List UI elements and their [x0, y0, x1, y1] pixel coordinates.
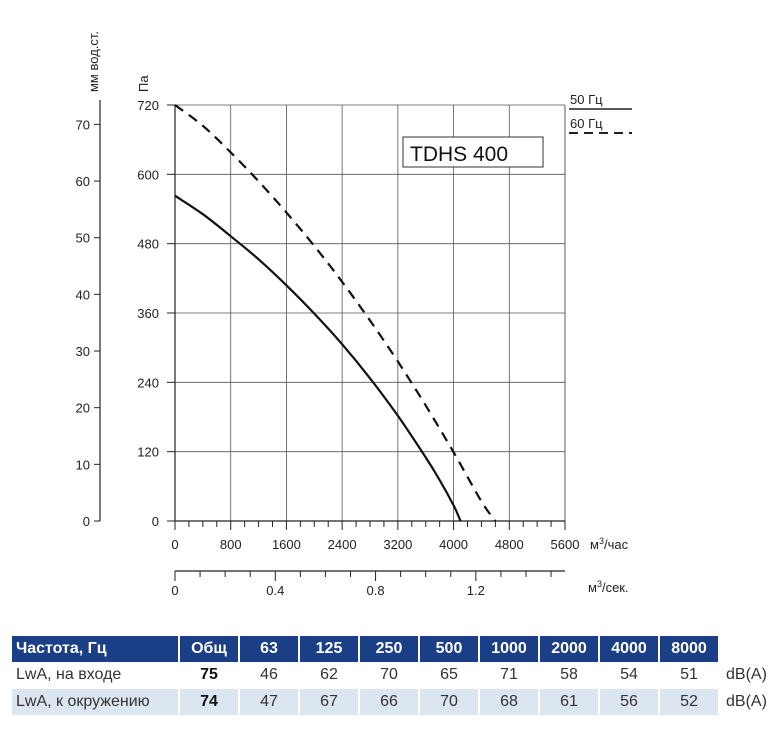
series-50hz-curve — [174, 194, 462, 522]
chart-series — [174, 104, 497, 522]
x2-unit-label: м3/сек. — [588, 579, 629, 595]
x-tick-label: 0 — [171, 537, 178, 552]
table-header-freq: 250 — [360, 636, 420, 662]
y-left-tick-label: 30 — [76, 344, 90, 359]
y-right-tick-label: 720 — [137, 98, 159, 113]
x-tick-label: 5600 — [551, 537, 580, 552]
x2-tick-label: 0 — [171, 583, 178, 598]
model-box — [402, 136, 544, 168]
row-unit: dB(A) — [720, 689, 773, 715]
table-cell: 71 — [480, 662, 540, 689]
y-left-tick-label: 20 — [76, 401, 90, 416]
table-cell: 70 — [420, 689, 480, 715]
table-header-freq: 4000 — [600, 636, 660, 662]
y-left-tick-label: 60 — [76, 174, 90, 189]
table-cell: 58 — [540, 662, 600, 689]
table-header-freq: 1000 — [480, 636, 540, 662]
x-tick-label: 800 — [220, 537, 242, 552]
table-cell: 70 — [360, 662, 420, 689]
table-header-row: Частота, Гц Общ 63 125 250 500 1000 2000… — [12, 636, 773, 662]
table-cell: 52 — [660, 689, 720, 715]
table-header-freq: 63 — [240, 636, 300, 662]
y-left-tick-label: 10 — [76, 457, 90, 472]
x2-tick-label: 1.2 — [467, 583, 485, 598]
table-cell: 51 — [660, 662, 720, 689]
fan-performance-chart: 0 120 240 360 480 600 720 0 10 20 30 40 50 60 70 0 800 16… — [76, 31, 632, 598]
y-left-tick-label: 70 — [76, 117, 90, 132]
x-tick-label: 3200 — [383, 537, 412, 552]
series-60hz-curve — [174, 104, 497, 522]
y-left-tick-label: 40 — [76, 287, 90, 302]
table-header-freq: 125 — [300, 636, 360, 662]
y-right-tick-label: 240 — [137, 375, 159, 390]
x2-tick-label: 0.4 — [266, 583, 284, 598]
table-header-label: Частота, Гц — [12, 636, 180, 662]
legend-60hz-label: 60 Гц — [570, 116, 603, 131]
table-header-unit-spacer — [720, 636, 773, 662]
y-left-tick-label: 50 — [76, 231, 90, 246]
table-cell: 47 — [240, 689, 300, 715]
row-label-inlet: LwA, на входе — [12, 662, 180, 689]
row-total: 74 — [180, 689, 240, 715]
table-cell: 62 — [300, 662, 360, 689]
y-left-tick-label: 0 — [83, 514, 90, 529]
row-unit: dB(A) — [720, 662, 773, 689]
noise-level-table: Частота, Гц Общ 63 125 250 500 1000 2000… — [12, 636, 773, 715]
y-right-tick-label: 120 — [137, 445, 159, 460]
table-cell: 68 — [480, 689, 540, 715]
table-header-freq: 2000 — [540, 636, 600, 662]
x-unit-label: м3/час — [590, 536, 629, 552]
x-tick-label: 4000 — [439, 537, 468, 552]
y-right-tick-label: 600 — [137, 167, 159, 182]
table-header-freq: 8000 — [660, 636, 720, 662]
model-label: TDHS 400 — [410, 143, 508, 166]
chart-axes — [94, 100, 566, 581]
legend-50hz-label: 50 Гц — [570, 92, 603, 107]
table-cell: 46 — [240, 662, 300, 689]
chart-labels: 0 120 240 360 480 600 720 0 10 20 30 40 50 60 70 0 800 16… — [76, 98, 580, 598]
y-right-tick-label: 480 — [137, 237, 159, 252]
table-row: LwA, к окружению 74 47 67 66 70 68 61 56… — [12, 689, 773, 715]
row-total: 75 — [180, 662, 240, 689]
table-header-total: Общ — [180, 636, 240, 662]
y-right-tick-label: 0 — [152, 514, 159, 529]
x-tick-label: 2400 — [328, 537, 357, 552]
table-cell: 56 — [600, 689, 660, 715]
x-tick-label: 4800 — [495, 537, 524, 552]
y-right-tick-label: 360 — [137, 306, 159, 321]
table-cell: 66 — [360, 689, 420, 715]
table-cell: 67 — [300, 689, 360, 715]
table-cell: 65 — [420, 662, 480, 689]
x2-tick-label: 0.8 — [367, 583, 385, 598]
y-left-unit-label: мм вод.ст. — [86, 31, 101, 92]
table-cell: 61 — [540, 689, 600, 715]
table-cell: 54 — [600, 662, 660, 689]
y-right-unit-label: Па — [136, 75, 151, 92]
x-tick-label: 1600 — [272, 537, 301, 552]
row-label-surroundings: LwA, к окружению — [12, 689, 180, 715]
table-row: LwA, на входе 75 46 62 70 65 71 58 54 51… — [12, 662, 773, 689]
table-header-freq: 500 — [420, 636, 480, 662]
